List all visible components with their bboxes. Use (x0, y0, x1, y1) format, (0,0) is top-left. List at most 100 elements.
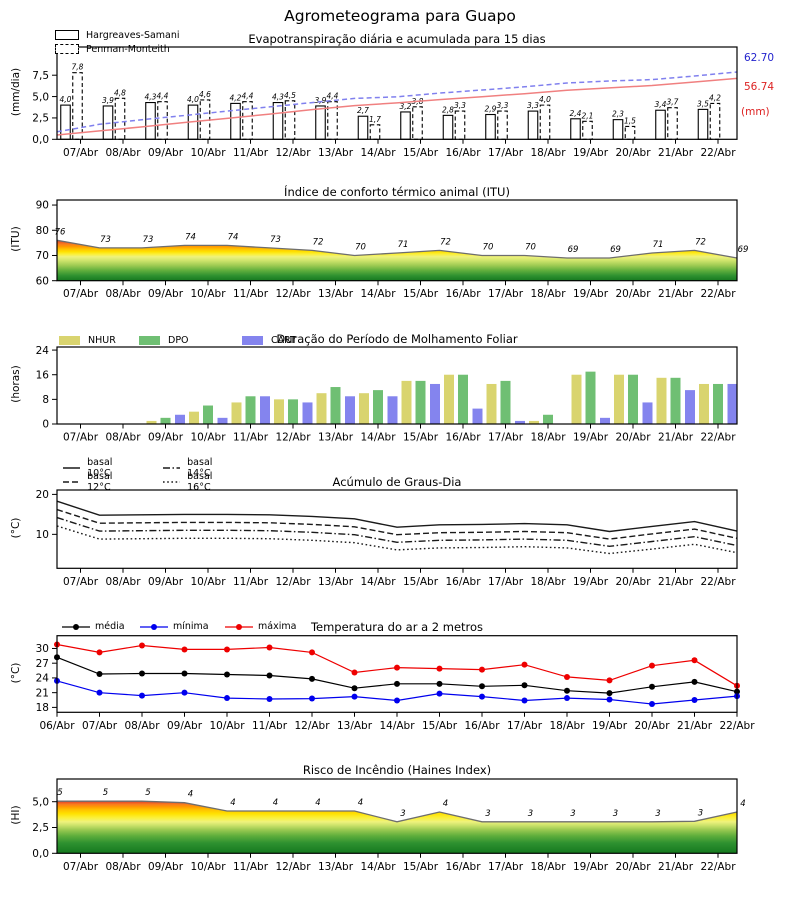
x-tick-label: 07/Abr (63, 861, 99, 873)
y-tick-label: 30 (36, 643, 49, 655)
bar-NHUR (146, 420, 157, 424)
x-tick-label: 21/Abr (658, 432, 694, 444)
itu-value-label: 69 (568, 245, 579, 255)
x-tick-label: 12/Abr (275, 288, 311, 300)
marker-mínima (139, 692, 145, 699)
bar-Hargreaves-Samani (315, 105, 326, 140)
y-tick-label: 18 (36, 702, 49, 714)
bar-value-label: 3,9 (315, 96, 327, 105)
bar-NHUR (359, 393, 369, 424)
y-tick-label: 5,0 (32, 796, 49, 808)
bar-CART (642, 402, 653, 424)
bar-value-label: 4,4 (242, 92, 254, 101)
bar-Hargreaves-Samani (570, 118, 581, 140)
itu-area (57, 240, 737, 281)
haines-value-label: 5 (145, 788, 150, 798)
legend-item-hargreaves: Hargreaves-Samani (55, 28, 180, 42)
bar-DPO (713, 383, 723, 424)
y-tick-label: 2,5 (32, 822, 49, 834)
bar-DPO (245, 396, 256, 424)
bar-value-label: 3,7 (667, 98, 679, 107)
hargreaves-swatch-icon (55, 30, 79, 40)
bar-CART (387, 396, 398, 424)
penman-swatch-icon (55, 44, 79, 54)
chart-title-evapotranspiration: Evapotranspiração diária e acumulada par… (248, 32, 546, 46)
bar-DPO (203, 405, 213, 424)
marker-média (139, 670, 145, 677)
bar-value-label: 2,9 (485, 105, 497, 114)
bar-Penman-Monteith (539, 104, 551, 140)
bar-value-label: 4,8 (114, 88, 126, 97)
bar-Penman-Monteith (242, 101, 253, 140)
y-tick-label: 60 (36, 275, 49, 287)
legend-label: Penman-Monteith (86, 43, 170, 55)
chart-title-itu: Índice de conforto térmico animal (ITU) (284, 185, 510, 199)
cart-swatch-icon (242, 335, 263, 345)
marker-máxima (181, 646, 188, 653)
x-tick-label: 19/Abr (592, 720, 628, 732)
x-tick-label: 13/Abr (318, 576, 354, 588)
itu-value-label: 70 (525, 242, 536, 252)
x-tick-label: 09/Abr (148, 432, 184, 444)
legend-item-cart: CART (242, 333, 296, 347)
bar-value-label: 3,3 (527, 101, 539, 110)
bar-value-label: 1,7 (369, 115, 381, 124)
y-tick-label: 27 (36, 658, 49, 670)
legend-item-basal14: basal 14°C (163, 457, 221, 479)
legend-label: basal 14°C (187, 457, 213, 479)
x-tick-label: 18/Abr (530, 432, 566, 444)
chart-title-haines: Risco de Incêndio (Haines Index) (302, 763, 492, 777)
bar-value-label: 3,4 (655, 100, 667, 109)
x-tick-label: 21/Abr (658, 576, 694, 588)
y-axis-label-graus-dia: (°C) (10, 517, 22, 539)
bar-value-label: 2,8 (442, 105, 454, 114)
line-média (56, 656, 738, 694)
marker-máxima (139, 642, 145, 649)
nhur-swatch-icon (59, 335, 80, 345)
legend-item-dpo: DPO (139, 333, 189, 347)
haines-value-label: 3 (655, 809, 660, 819)
bar-DPO (288, 399, 298, 424)
x-tick-label: 15/Abr (403, 861, 439, 873)
marker-mínima (266, 696, 273, 703)
itu-value-label: 71 (653, 240, 664, 250)
legend-item-penman: Penman-Monteith (55, 42, 180, 56)
bar-DPO (458, 374, 468, 424)
bar-value-label: 3,9 (102, 96, 114, 105)
marker-média (309, 675, 315, 682)
x-tick-label: 11/Abr (233, 576, 269, 588)
itu-value-label: 72 (313, 237, 324, 247)
marker-mínima (564, 695, 570, 702)
bar-DPO (628, 374, 638, 424)
accumulated-total-hargreaves: 56.74 (744, 81, 775, 93)
bar-value-label: 2,3 (612, 110, 624, 119)
bar-value-label: 4,4 (327, 92, 339, 101)
x-tick-label: 09/Abr (148, 288, 184, 300)
x-tick-label: 21/Abr (658, 861, 694, 873)
marker-máxima (606, 677, 613, 684)
legend-label: DPO (168, 334, 189, 346)
y-tick-label: 0,0 (32, 134, 49, 146)
bar-value-label: 2,1 (582, 111, 594, 120)
legend-temperature: média mínima máxima (0, 619, 800, 634)
marker-mínima (479, 693, 485, 700)
chart-haines: 5 5 5 4 4 4 4 4 3 4 3 3 3 3 3 3 4 0,0 2,5 5,0 07/Abr 08/Abr 09… (32, 778, 746, 873)
y-axis-label-evapo: (mm/dia) (10, 67, 22, 117)
y-tick-label: 90 (36, 200, 49, 212)
x-tick-label: 06/Abr (39, 720, 75, 732)
x-tick-label: 08/Abr (124, 720, 160, 732)
bar-value-label: 4,4 (157, 92, 169, 101)
x-tick-label: 20/Abr (615, 432, 651, 444)
bar-DPO (543, 414, 553, 424)
solid-line-icon (63, 467, 81, 469)
line-basal 12°C (56, 508, 738, 540)
bar-NHUR (571, 374, 582, 424)
itu-value-label: 76 (55, 227, 66, 237)
haines-value-label: 4 (358, 798, 363, 808)
x-tick-label: 12/Abr (275, 861, 311, 873)
y-tick-label: 70 (36, 250, 49, 262)
x-tick-label: 22/Abr (700, 861, 736, 873)
x-tick-label: 17/Abr (488, 432, 524, 444)
legend-leaf-wetness: NHUR DPO CART (0, 333, 800, 347)
haines-value-label: 3 (485, 809, 490, 819)
